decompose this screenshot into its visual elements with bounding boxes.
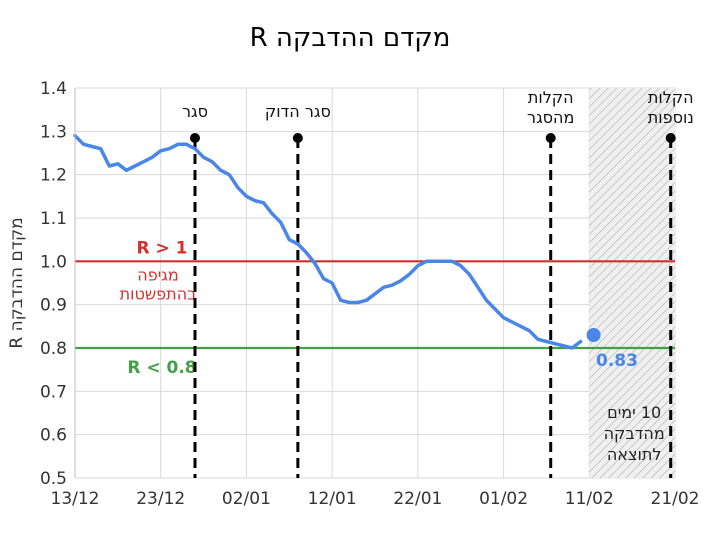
y-tick-label: 0.9: [40, 296, 67, 316]
shaded-rect: [589, 88, 675, 478]
event-label-line: הקלות: [528, 88, 574, 107]
event-dot: [545, 133, 556, 143]
series-line: [73, 133, 583, 350]
chart-title: מקדם ההדבקה R: [250, 23, 451, 53]
x-tick-label: 21/02: [651, 489, 700, 509]
y-tick-label: 1.1: [40, 209, 67, 229]
event-label-line: נוספות: [648, 108, 694, 127]
axes: 0.5 0.6 0.7 0.8 0.9 1.0 1.1 1.2 1.3 1.4 13/12 23/12…: [40, 79, 700, 509]
event-label-line: הקלות: [648, 88, 694, 107]
shaded-label-line: לתוצאה: [607, 445, 662, 464]
y-tick-label: 0.6: [40, 426, 67, 446]
event-dot: [665, 133, 676, 143]
x-tick-label: 22/01: [393, 489, 442, 509]
x-tick-label: 13/12: [51, 489, 100, 509]
r1-label: R > 1: [137, 238, 188, 258]
event-label-line: סגר: [182, 102, 208, 121]
x-tick-label: 12/01: [308, 489, 357, 509]
x-tick-label: 11/02: [565, 489, 614, 509]
shaded-label-line: מהדבקה: [604, 424, 665, 443]
x-tick-label: 23/12: [136, 489, 185, 509]
event-label-line: סגר הדוק: [265, 102, 331, 121]
event-dot: [190, 133, 200, 143]
r1-sublabel-2: בהתפשטות: [120, 284, 197, 303]
shaded-region: 10 ימים מהדבקה לתוצאה: [589, 88, 675, 478]
y-axis-label: מקדם ההדבקה R: [7, 217, 27, 348]
shaded-label-line: 10 ימים: [607, 403, 661, 422]
r1-sublabel-1: מגיפה: [137, 265, 178, 284]
series-layer: 0.83: [73, 133, 638, 371]
event-dot: [292, 133, 303, 143]
y-tick-label: 1.0: [40, 252, 67, 272]
y-tick-label: 1.4: [40, 79, 67, 99]
latest-point: [586, 328, 601, 342]
y-tick-label: 0.5: [40, 469, 67, 489]
x-tick-label: 02/01: [222, 489, 271, 509]
y-tick-label: 1.3: [40, 122, 67, 142]
y-tick-label: 1.2: [40, 166, 67, 186]
x-tick-label: 01/02: [479, 489, 528, 509]
r08-label: R < 0.8: [127, 358, 196, 378]
y-tick-label: 0.7: [40, 382, 67, 402]
latest-point-label: 0.83: [596, 351, 638, 371]
event-label-line: מהסגר: [527, 108, 574, 127]
y-tick-label: 0.8: [40, 339, 67, 359]
